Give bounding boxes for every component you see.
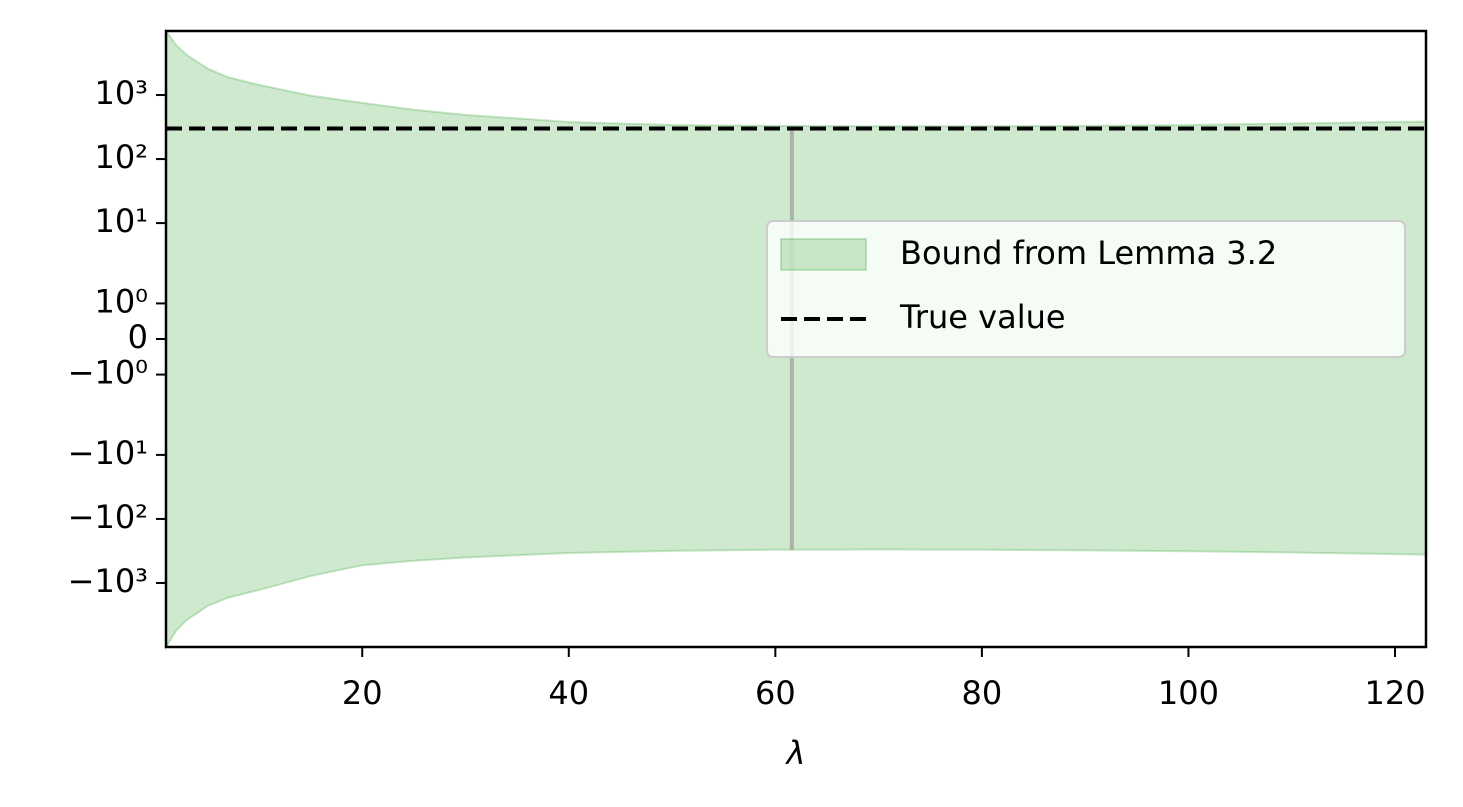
y-tick-label: −10⁰ xyxy=(68,354,148,392)
y-tick-label: 10³ xyxy=(94,74,148,112)
x-tick-label: 40 xyxy=(548,674,589,712)
y-tick-label: −10² xyxy=(68,498,148,536)
legend-label: Bound from Lemma 3.2 xyxy=(900,234,1277,272)
legend-swatch xyxy=(780,238,867,271)
x-tick-label: 20 xyxy=(342,674,383,712)
y-tick-label: 10² xyxy=(94,138,148,176)
y-tick-label: 10¹ xyxy=(94,202,148,240)
y-tick-label: 0 xyxy=(128,318,148,356)
legend-box xyxy=(766,220,1406,358)
y-tick-label: −10¹ xyxy=(68,434,148,472)
y-tick-label: 10⁰ xyxy=(94,282,148,320)
x-tick-label: 60 xyxy=(755,674,796,712)
x-axis-label: λ xyxy=(785,734,806,772)
y-tick-label: −10³ xyxy=(68,562,148,600)
legend-label: True value xyxy=(899,298,1066,336)
x-tick-label: 100 xyxy=(1158,674,1219,712)
x-tick-label: 80 xyxy=(962,674,1003,712)
x-tick-label: 120 xyxy=(1364,674,1425,712)
legend: Bound from Lemma 3.2 True value xyxy=(766,220,1406,358)
